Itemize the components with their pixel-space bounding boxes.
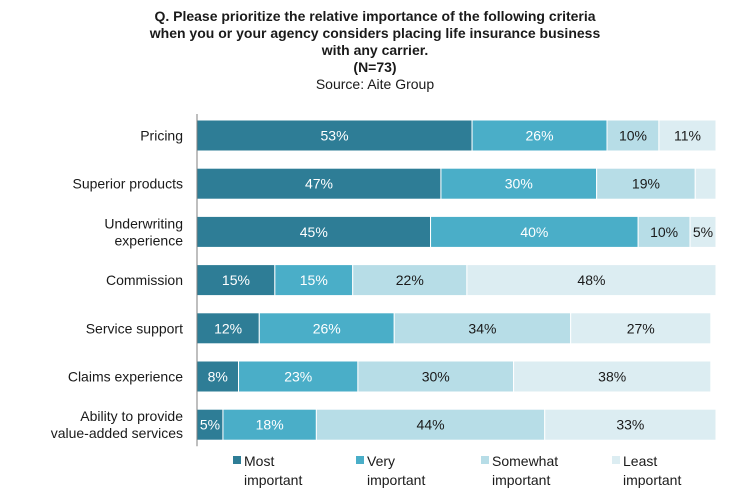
legend-label: Least important bbox=[623, 453, 681, 488]
data-label: 26% bbox=[526, 128, 554, 144]
legend: Most important Very important Somewhat import… bbox=[233, 453, 681, 488]
bar-segment bbox=[689, 215, 717, 248]
bar-segment bbox=[637, 215, 691, 248]
data-label: 30% bbox=[422, 369, 450, 385]
data-label: 11% bbox=[674, 128, 701, 144]
data-label: 27% bbox=[627, 320, 655, 336]
bar-segment bbox=[258, 312, 395, 345]
bar-segment bbox=[274, 264, 354, 297]
data-label: 5% bbox=[200, 417, 220, 433]
data-label: 5% bbox=[693, 224, 713, 240]
plot-area: Pricing 53% 26% 10% 11% Superior products 47% 3… bbox=[51, 114, 717, 447]
source-note: Source: Aite Group bbox=[315, 76, 435, 92]
sample-size: (N=73) bbox=[353, 59, 397, 75]
bar-segment bbox=[196, 264, 276, 297]
data-label: 33% bbox=[616, 417, 644, 433]
data-label: 45% bbox=[300, 224, 328, 240]
data-label: 40% bbox=[520, 224, 548, 240]
category-label: Underwriting experience bbox=[104, 215, 183, 248]
data-label: 38% bbox=[598, 369, 626, 385]
bar-segment bbox=[196, 408, 224, 441]
legend-swatch bbox=[481, 456, 489, 464]
bar-segment bbox=[606, 119, 660, 152]
bar-segment bbox=[544, 408, 717, 441]
data-label: 30% bbox=[505, 176, 533, 192]
data-label: 15% bbox=[222, 272, 250, 288]
bar-segment bbox=[570, 312, 712, 345]
chart-title: Q. Please prioritize the relative import… bbox=[0, 8, 750, 93]
category-label: Ability to provide value-added services bbox=[51, 408, 184, 441]
category-label: Claims experience bbox=[68, 369, 183, 385]
bar-segment bbox=[466, 264, 717, 297]
category-label: Pricing bbox=[140, 128, 183, 144]
legend-label: Somewhat important bbox=[492, 453, 558, 488]
data-label: 12% bbox=[214, 320, 242, 336]
data-label: 22% bbox=[396, 272, 424, 288]
category-label: Superior products bbox=[72, 176, 183, 192]
data-label: 44% bbox=[417, 417, 445, 433]
data-label: 19% bbox=[632, 176, 660, 192]
data-label: 23% bbox=[284, 369, 312, 385]
bar-segment bbox=[222, 408, 317, 441]
data-label: 10% bbox=[650, 224, 678, 240]
bar-segment bbox=[196, 215, 432, 248]
data-label: 53% bbox=[321, 128, 349, 144]
legend-swatch bbox=[233, 456, 241, 464]
legend-label: Very important bbox=[367, 453, 425, 488]
data-label: 8% bbox=[208, 369, 228, 385]
data-label: 18% bbox=[256, 417, 284, 433]
title-line-2: when you or your agency considers placin… bbox=[149, 25, 601, 41]
bar-segment bbox=[513, 360, 712, 393]
title-line-1: Q. Please prioritize the relative import… bbox=[154, 8, 596, 24]
bar-segment bbox=[196, 119, 473, 152]
data-label: 10% bbox=[619, 128, 647, 144]
bar-segment bbox=[658, 119, 717, 152]
title-line-3: with any carrier. bbox=[321, 42, 429, 58]
data-label: 48% bbox=[577, 272, 605, 288]
data-label: 26% bbox=[313, 320, 341, 336]
bar-segment bbox=[196, 360, 240, 393]
bar-segment bbox=[315, 408, 546, 441]
bar-segment bbox=[238, 360, 359, 393]
data-label: 34% bbox=[468, 320, 496, 336]
legend-swatch bbox=[612, 456, 620, 464]
legend-label: Most important bbox=[244, 453, 302, 488]
bar-segment bbox=[471, 119, 608, 152]
bar-segment bbox=[694, 167, 717, 200]
data-label: 15% bbox=[300, 272, 328, 288]
bar-segment bbox=[393, 312, 572, 345]
data-label: 47% bbox=[305, 176, 333, 192]
legend-swatch bbox=[356, 456, 364, 464]
bar-segment bbox=[430, 215, 639, 248]
category-label: Commission bbox=[106, 272, 183, 288]
category-label: Service support bbox=[86, 320, 183, 336]
